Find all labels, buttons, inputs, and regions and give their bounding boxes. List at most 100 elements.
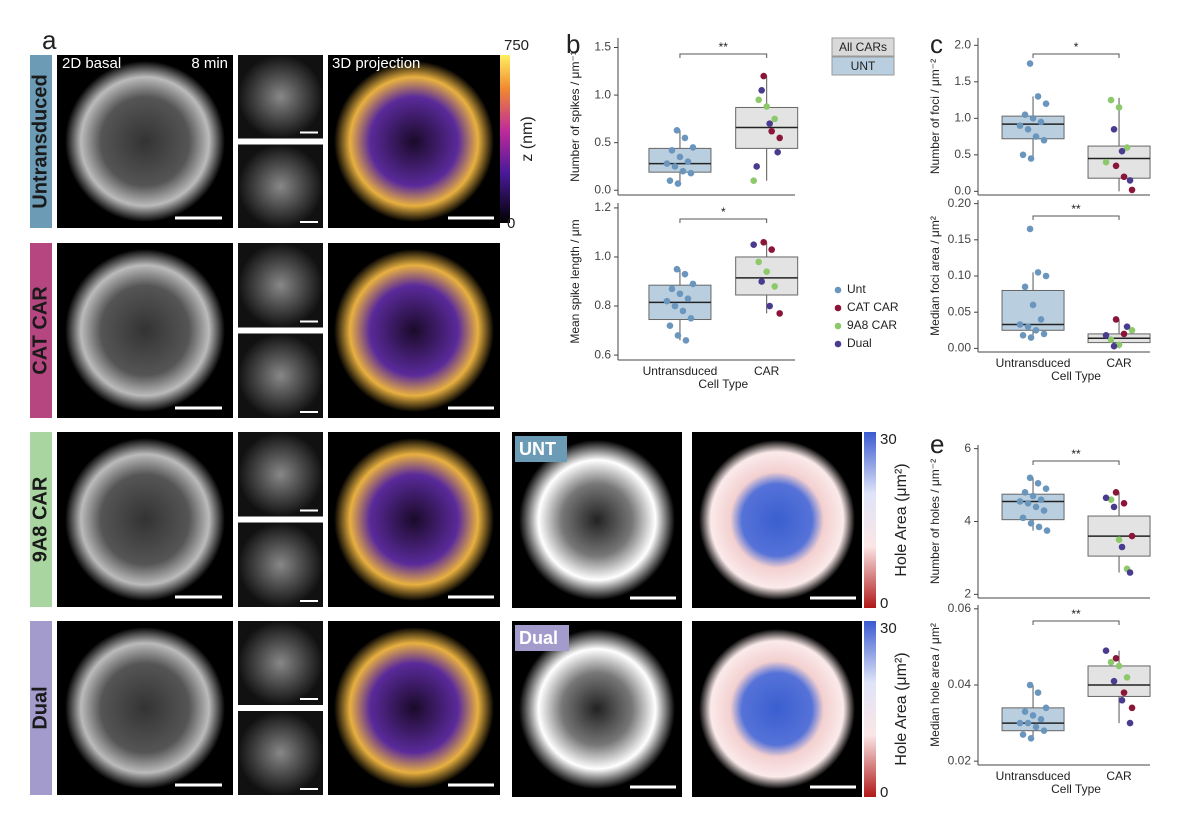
data-point [1120, 499, 1128, 507]
y-tick-label: 4 [964, 514, 971, 528]
legend-swatch [831, 56, 895, 76]
data-point [1115, 662, 1123, 670]
significance-bracket [679, 218, 768, 223]
data-point [1035, 523, 1043, 531]
legend-swatch [831, 37, 895, 57]
data-point [1107, 336, 1115, 343]
legend-label: UNT [851, 59, 876, 73]
box [1087, 665, 1151, 697]
colorbar-min: 0 [880, 595, 888, 612]
data-point [1016, 719, 1024, 727]
zoom-image [238, 243, 323, 328]
significance-label: * [721, 205, 726, 219]
data-point [768, 127, 775, 135]
data-point [671, 302, 679, 310]
data-point [763, 268, 770, 275]
data-point [1107, 96, 1115, 104]
data-point [766, 120, 773, 127]
image-label: Dual [519, 628, 558, 648]
data-point [1043, 527, 1051, 534]
data-point [1120, 330, 1128, 338]
data-point [1037, 118, 1045, 126]
data-point [758, 87, 765, 94]
x-tick-label: CAR [754, 364, 780, 378]
data-point [1037, 715, 1045, 723]
data-point [1102, 332, 1110, 339]
y-tick-label: 0.20 [948, 196, 972, 210]
legend-marker [834, 304, 842, 312]
panel-letter: c [930, 29, 943, 59]
data-point [679, 167, 687, 175]
data-point [668, 146, 676, 154]
data-point [771, 115, 778, 123]
cell-3d [334, 627, 494, 789]
data-point [1021, 489, 1029, 496]
data-point [1040, 330, 1048, 338]
y-tick-label: 0.6 [594, 347, 611, 361]
data-point [760, 238, 767, 246]
data-point [1110, 125, 1118, 133]
data-point [1042, 704, 1050, 712]
data-point [1024, 323, 1032, 330]
cell-3d [334, 249, 494, 412]
y-tick-label: 0.02 [948, 753, 972, 767]
data-point [663, 297, 671, 305]
legend-marker [834, 322, 842, 330]
data-point [1118, 147, 1126, 155]
row-label: CAT CAR [29, 286, 51, 375]
y-tick-label: 0.06 [948, 601, 972, 615]
box [1001, 289, 1065, 331]
data-point [1042, 272, 1050, 280]
data-point [663, 160, 671, 167]
row-label-bar [30, 243, 52, 418]
data-point [1032, 326, 1040, 334]
data-point [1019, 514, 1027, 522]
data-point [1115, 536, 1123, 544]
image-label: 8 min [191, 55, 228, 72]
x-tick-label: Untransduced [996, 356, 1071, 370]
zoom-image [238, 621, 323, 705]
data-point [1016, 498, 1024, 505]
y-axis-label: Median foci area / μm² [928, 216, 942, 336]
data-point [681, 134, 689, 142]
significance-bracket [1032, 460, 1120, 465]
x-axis-label: Cell Type [1051, 369, 1101, 383]
colorbar-min: 0 [507, 215, 515, 232]
colorbar [864, 432, 876, 608]
y-tick-label: 0.5 [594, 135, 611, 149]
data-point [1128, 186, 1136, 194]
colorbar-min: 0 [880, 784, 888, 801]
zoom-image [238, 522, 323, 607]
cell-3d [334, 438, 494, 601]
y-tick-label: 0.8 [594, 298, 611, 312]
y-tick-label: 0.5 [954, 147, 971, 161]
data-point [1032, 133, 1040, 140]
cell-mask [519, 629, 675, 789]
data-point [1021, 708, 1029, 715]
legend-label: Unt [847, 282, 866, 296]
data-point [681, 270, 689, 278]
y-tick-label: 2.0 [954, 37, 971, 51]
y-tick-label: 6 [964, 441, 971, 455]
colorbar-max: 30 [880, 620, 897, 637]
cell [65, 61, 225, 222]
y-tick-label: 1.0 [594, 249, 611, 263]
significance-label: ** [1071, 447, 1081, 461]
data-point [687, 169, 695, 177]
data-point [1027, 520, 1035, 527]
y-tick-label: 1.0 [594, 87, 611, 101]
data-point [1042, 485, 1050, 493]
data-point [1029, 301, 1037, 309]
box [735, 256, 799, 296]
y-tick-label: 1.0 [954, 110, 971, 124]
colorbar-max: 30 [880, 431, 897, 448]
data-point [1032, 723, 1040, 731]
label-box [515, 436, 567, 462]
data-point [673, 126, 681, 134]
data-point [1027, 735, 1035, 742]
data-point [666, 177, 674, 185]
y-tick-label: 0.00 [948, 341, 972, 355]
data-point [1126, 719, 1134, 727]
label-box [515, 625, 569, 651]
significance-label: * [1074, 40, 1079, 54]
